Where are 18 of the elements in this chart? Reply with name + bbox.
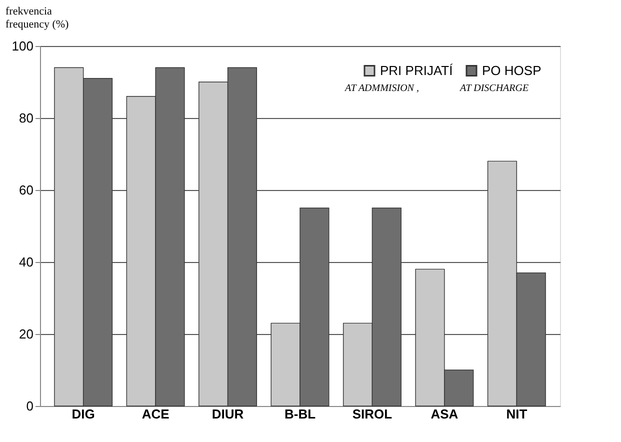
y-tick-label: 0 [26, 398, 34, 414]
y-tick-label: 80 [19, 110, 34, 126]
y-axis-title: frekvencia frequency (%) [6, 6, 70, 30]
x-tick-label: DIUR [212, 406, 244, 422]
x-tick-label: ACE [142, 406, 170, 422]
x-tick-label: NIT [506, 406, 528, 422]
y-tick-label: 20 [19, 326, 34, 342]
x-tick-label: DIG [72, 406, 95, 422]
x-tick-label: SIROL [352, 406, 392, 422]
y-tick-label: 100 [12, 38, 34, 54]
y-tick-label: 40 [19, 254, 34, 270]
legend-label: PRI PRIJATÍ [380, 62, 454, 78]
x-tick-label: B-BL [284, 406, 316, 422]
x-tick-label: ASA [430, 406, 459, 422]
legend-label: PO HOSP [482, 62, 542, 78]
annotation: AT ADMMISION , [344, 83, 419, 94]
y-tick-label: 60 [19, 182, 34, 198]
annotation: AT DISCHARGE [459, 83, 529, 94]
